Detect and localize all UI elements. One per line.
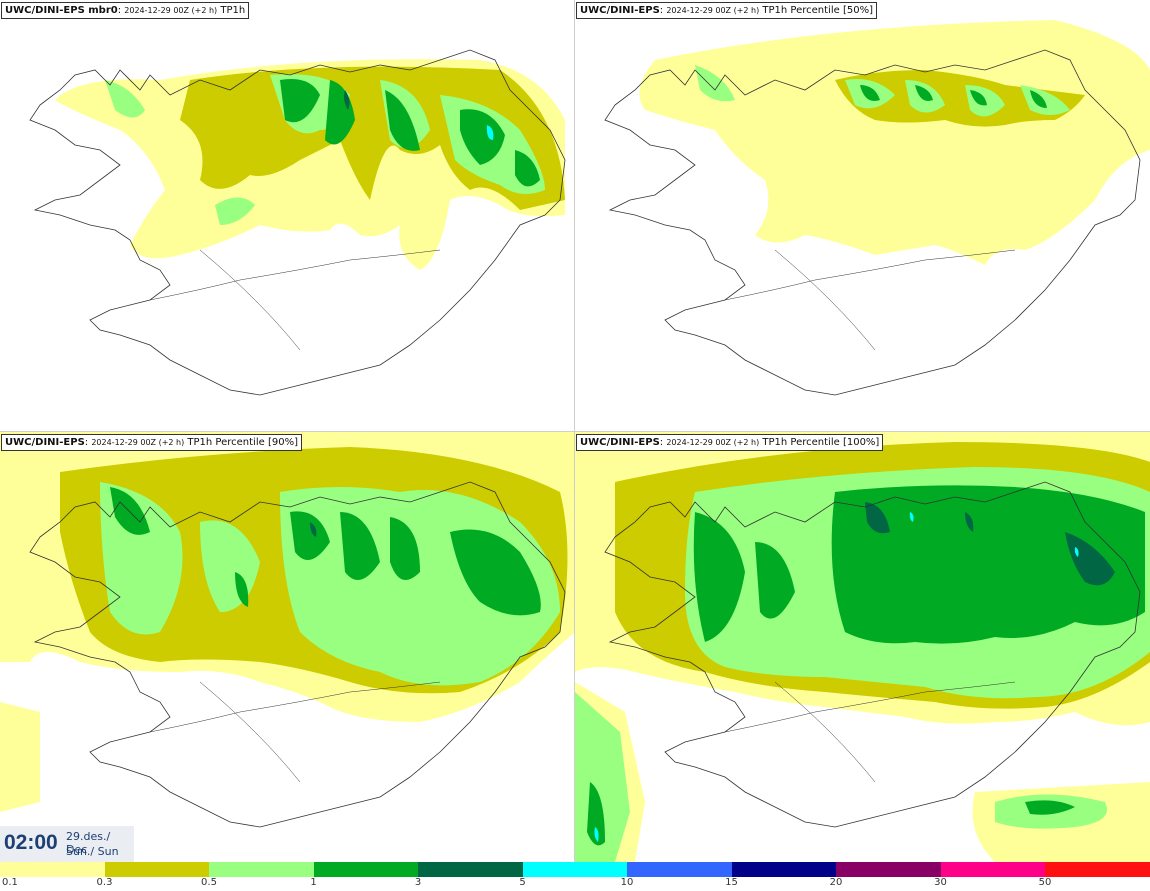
valid-day: Sun./ Sun bbox=[66, 845, 119, 858]
panel-title: UWC/DINI-EPS: 2024-12-29 00Z (+2 h) TP1h… bbox=[576, 434, 884, 451]
legend-swatch bbox=[731, 862, 837, 877]
precip-layer bbox=[55, 59, 565, 270]
legend-swatch bbox=[418, 862, 524, 877]
map-member0 bbox=[29, 49, 566, 396]
panel-divider-horizontal bbox=[0, 431, 1150, 432]
map-percentile-50 bbox=[604, 20, 1150, 396]
map-percentile-90 bbox=[0, 432, 575, 828]
panel-member0: UWC/DINI-EPS mbr0: 2024-12-29 00Z (+2 h)… bbox=[0, 0, 575, 430]
legend-tick-label: 15 bbox=[725, 877, 738, 888]
legend-tick-label: 20 bbox=[829, 877, 843, 888]
coastline-iceland bbox=[29, 49, 566, 396]
coastline-iceland bbox=[604, 49, 1141, 396]
panel-title: UWC/DINI-EPS: 2024-12-29 00Z (+2 h) TP1h… bbox=[576, 2, 877, 19]
panel-percentile-90: UWC/DINI-EPS: 2024-12-29 00Z (+2 h) TP1h… bbox=[0, 432, 575, 862]
legend-swatch bbox=[1045, 862, 1150, 877]
panel-title: UWC/DINI-EPS: 2024-12-29 00Z (+2 h) TP1h… bbox=[1, 434, 302, 451]
legend-swatch bbox=[313, 862, 419, 877]
legend-tick-label: 0.1 bbox=[2, 877, 18, 888]
legend-tick-label: 1 bbox=[310, 877, 317, 888]
legend-swatch bbox=[0, 862, 106, 877]
legend-swatch bbox=[104, 862, 210, 877]
valid-time-box: 02:00 29.des./ Dec Sun./ Sun bbox=[0, 826, 134, 862]
map-percentile-100 bbox=[575, 432, 1150, 862]
legend-swatch bbox=[836, 862, 942, 877]
legend-tick-label: 10 bbox=[620, 877, 634, 888]
legend-tick-label: 50 bbox=[1038, 877, 1052, 888]
legend-tick-label: 30 bbox=[934, 877, 947, 888]
legend-swatch bbox=[209, 862, 315, 877]
panel-percentile-100: UWC/DINI-EPS: 2024-12-29 00Z (+2 h) TP1h… bbox=[575, 432, 1150, 862]
legend-tick-label: 0.3 bbox=[96, 877, 113, 888]
valid-date: 29.des./ Dec bbox=[66, 830, 111, 856]
panel-title: UWC/DINI-EPS mbr0: 2024-12-29 00Z (+2 h)… bbox=[1, 2, 250, 19]
legend-swatch bbox=[940, 862, 1046, 877]
coastline-iceland bbox=[604, 481, 1141, 828]
legend-tick-label: 5 bbox=[519, 877, 526, 888]
legend-tick-label: 3 bbox=[414, 877, 422, 888]
legend-swatch bbox=[522, 862, 628, 877]
panel-percentile-50: UWC/DINI-EPS: 2024-12-29 00Z (+2 h) TP1h… bbox=[575, 0, 1150, 430]
precip-layer bbox=[575, 432, 1150, 862]
valid-time: 02:00 bbox=[4, 831, 58, 854]
color-legend: 0.1 0.3 0.5 1 3 5 10 15 20 30 50 bbox=[0, 862, 1150, 891]
coastline-iceland bbox=[29, 481, 566, 828]
legend-tick-label: 0.5 bbox=[201, 877, 217, 888]
legend-swatch bbox=[627, 862, 733, 877]
precip-layer bbox=[639, 20, 1150, 265]
precip-layer bbox=[0, 432, 575, 812]
